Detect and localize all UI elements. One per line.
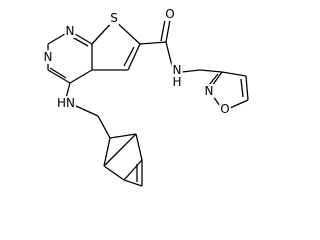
- label-background: [203, 84, 215, 98]
- label-background: [164, 7, 176, 21]
- label-background: [64, 24, 76, 38]
- atom-label: N: [205, 84, 214, 98]
- label-background: [42, 50, 54, 64]
- label-background: [171, 63, 183, 77]
- bonds: [47, 19, 249, 187]
- atom-label: HN: [57, 96, 75, 110]
- atom-label: N: [44, 50, 53, 64]
- label-background: [56, 96, 76, 110]
- atom-label: N: [173, 63, 182, 77]
- label-background: [171, 75, 183, 89]
- atom-label: H: [172, 75, 181, 89]
- atom-label: O: [165, 7, 174, 21]
- atom-label: O: [220, 102, 229, 116]
- label-background: [109, 11, 119, 25]
- atom-label: S: [110, 11, 118, 25]
- atom-label: N: [66, 24, 75, 38]
- label-background: [219, 102, 231, 116]
